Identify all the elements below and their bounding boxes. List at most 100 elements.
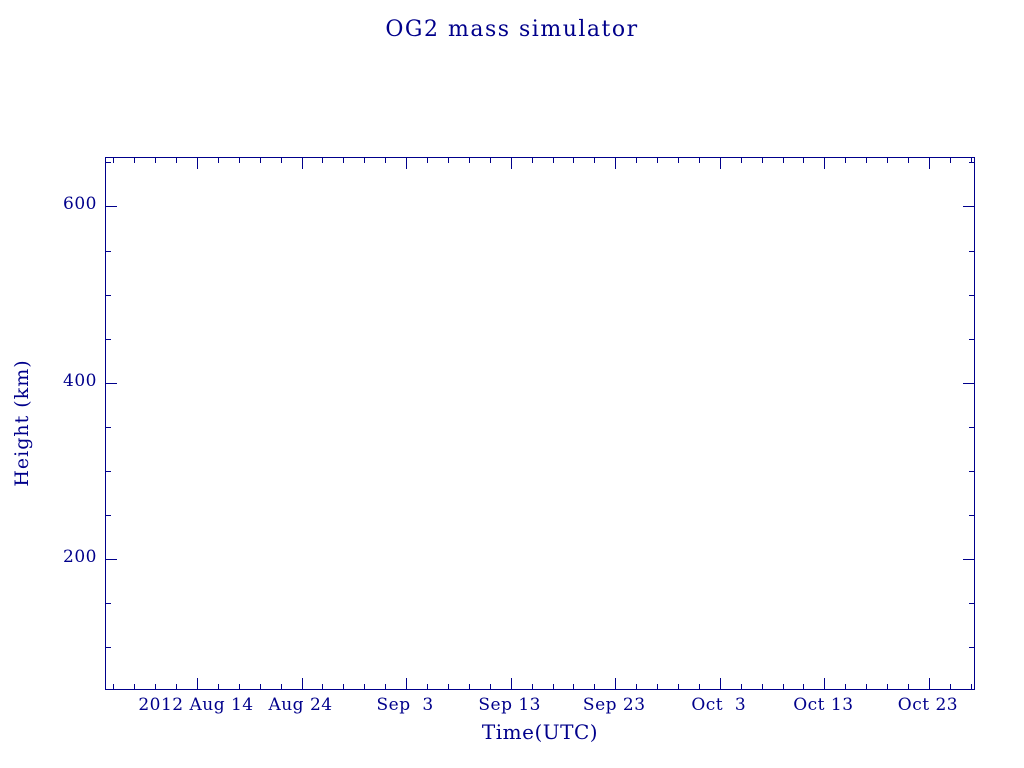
x-minor-tick <box>949 684 951 689</box>
x-major-tick <box>824 158 826 169</box>
y-minor-tick <box>969 426 974 428</box>
y-minor-tick <box>106 294 111 296</box>
x-minor-tick <box>322 684 324 689</box>
y-tick-label: 200 <box>63 546 97 567</box>
x-minor-tick <box>636 684 638 689</box>
x-minor-tick <box>489 158 491 163</box>
x-minor-tick <box>468 158 470 163</box>
x-minor-tick <box>761 158 763 163</box>
x-minor-tick <box>134 684 136 689</box>
x-minor-tick <box>949 158 951 163</box>
x-major-tick <box>196 158 198 169</box>
x-minor-tick <box>217 158 219 163</box>
x-major-tick <box>928 158 930 169</box>
x-tick-label: Sep 3 <box>376 695 434 715</box>
x-minor-tick <box>364 158 366 163</box>
y-minor-tick <box>969 250 974 252</box>
x-minor-tick <box>447 158 449 163</box>
x-minor-tick <box>364 684 366 689</box>
y-major-tick <box>106 206 117 208</box>
y-minor-tick <box>106 338 111 340</box>
x-minor-tick <box>385 158 387 163</box>
y-major-tick <box>963 382 974 384</box>
chart-title: OG2 mass simulator <box>385 17 639 42</box>
x-minor-tick <box>531 684 533 689</box>
x-minor-tick <box>761 684 763 689</box>
y-minor-tick <box>969 602 974 604</box>
y-tick-label: 600 <box>63 194 97 215</box>
x-minor-tick <box>657 684 659 689</box>
y-minor-tick <box>106 470 111 472</box>
y-minor-tick <box>969 470 974 472</box>
x-tick-label: 2012 Aug 14 <box>138 695 254 715</box>
x-minor-tick <box>259 158 261 163</box>
x-minor-tick <box>573 158 575 163</box>
x-minor-tick <box>155 684 157 689</box>
x-minor-tick <box>887 158 889 163</box>
y-minor-tick <box>106 514 111 516</box>
x-minor-tick <box>552 684 554 689</box>
x-minor-tick <box>845 684 847 689</box>
y-minor-tick <box>969 646 974 648</box>
x-tick-label: Sep 13 <box>478 695 541 715</box>
y-minor-tick <box>106 162 111 164</box>
x-minor-tick <box>217 684 219 689</box>
x-minor-tick <box>677 158 679 163</box>
x-minor-tick <box>280 158 282 163</box>
x-minor-tick <box>845 158 847 163</box>
x-minor-tick <box>343 158 345 163</box>
x-minor-tick <box>322 158 324 163</box>
x-minor-tick <box>343 684 345 689</box>
x-minor-tick <box>594 158 596 163</box>
y-minor-tick <box>106 602 111 604</box>
x-minor-tick <box>594 684 596 689</box>
y-major-tick <box>106 558 117 560</box>
x-minor-tick <box>531 158 533 163</box>
x-tick-label: Oct 3 <box>691 695 747 715</box>
x-minor-tick <box>489 684 491 689</box>
x-minor-tick <box>803 158 805 163</box>
x-minor-tick <box>698 158 700 163</box>
y-major-tick <box>106 382 117 384</box>
x-minor-tick <box>176 684 178 689</box>
x-axis-label: Time(UTC) <box>481 720 599 744</box>
y-minor-tick <box>969 294 974 296</box>
x-minor-tick <box>113 684 115 689</box>
x-tick-label: Sep 23 <box>582 695 646 715</box>
x-minor-tick <box>970 684 972 689</box>
y-major-tick <box>963 558 974 560</box>
x-major-tick <box>406 158 408 169</box>
y-minor-tick <box>106 250 111 252</box>
y-major-tick <box>963 206 974 208</box>
y-minor-tick <box>969 514 974 516</box>
x-minor-tick <box>740 684 742 689</box>
x-minor-tick <box>636 158 638 163</box>
x-minor-tick <box>866 158 868 163</box>
x-minor-tick <box>134 158 136 163</box>
x-major-tick <box>301 678 303 689</box>
x-minor-tick <box>887 684 889 689</box>
x-tick-label: Oct 13 <box>793 695 854 715</box>
y-minor-tick <box>969 338 974 340</box>
x-major-tick <box>196 678 198 689</box>
x-minor-tick <box>552 158 554 163</box>
x-minor-tick <box>259 684 261 689</box>
x-minor-tick <box>782 158 784 163</box>
x-minor-tick <box>908 684 910 689</box>
x-minor-tick <box>238 684 240 689</box>
x-minor-tick <box>238 158 240 163</box>
y-minor-tick <box>969 162 974 164</box>
x-minor-tick <box>427 684 429 689</box>
x-major-tick <box>719 678 721 689</box>
x-minor-tick <box>385 684 387 689</box>
x-minor-tick <box>698 684 700 689</box>
x-minor-tick <box>740 158 742 163</box>
x-tick-label: Oct 23 <box>897 695 959 715</box>
x-major-tick <box>928 678 930 689</box>
plot-area <box>105 157 975 690</box>
x-minor-tick <box>155 158 157 163</box>
x-minor-tick <box>657 158 659 163</box>
x-tick-label: Aug 24 <box>268 695 333 715</box>
x-minor-tick <box>447 684 449 689</box>
